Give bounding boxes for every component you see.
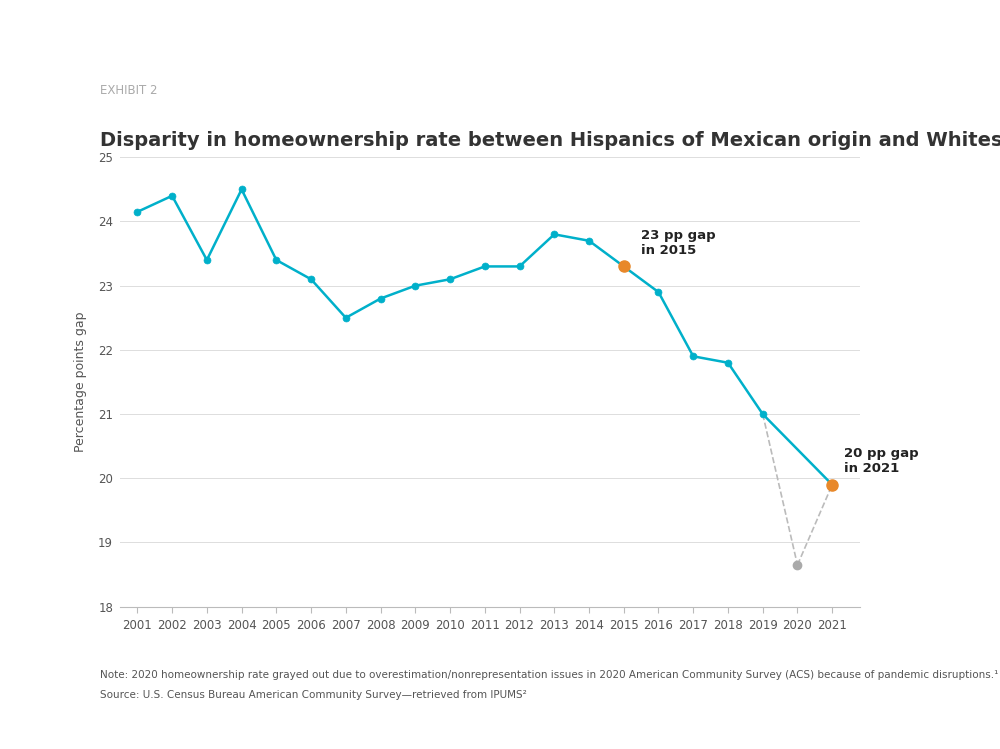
Text: Source: U.S. Census Bureau American Community Survey—retrieved from IPUMS²: Source: U.S. Census Bureau American Comm…	[100, 690, 527, 700]
Text: 23 pp gap
in 2015: 23 pp gap in 2015	[641, 228, 716, 257]
Y-axis label: Percentage points gap: Percentage points gap	[74, 312, 87, 452]
Text: Disparity in homeownership rate between Hispanics of Mexican origin and Whites: Disparity in homeownership rate between …	[100, 131, 1000, 150]
Text: Note: 2020 homeownership rate grayed out due to overestimation/nonrepresentation: Note: 2020 homeownership rate grayed out…	[100, 670, 998, 680]
Text: 20 pp gap
in 2021: 20 pp gap in 2021	[844, 447, 919, 475]
Text: EXHIBIT 2: EXHIBIT 2	[100, 84, 158, 97]
